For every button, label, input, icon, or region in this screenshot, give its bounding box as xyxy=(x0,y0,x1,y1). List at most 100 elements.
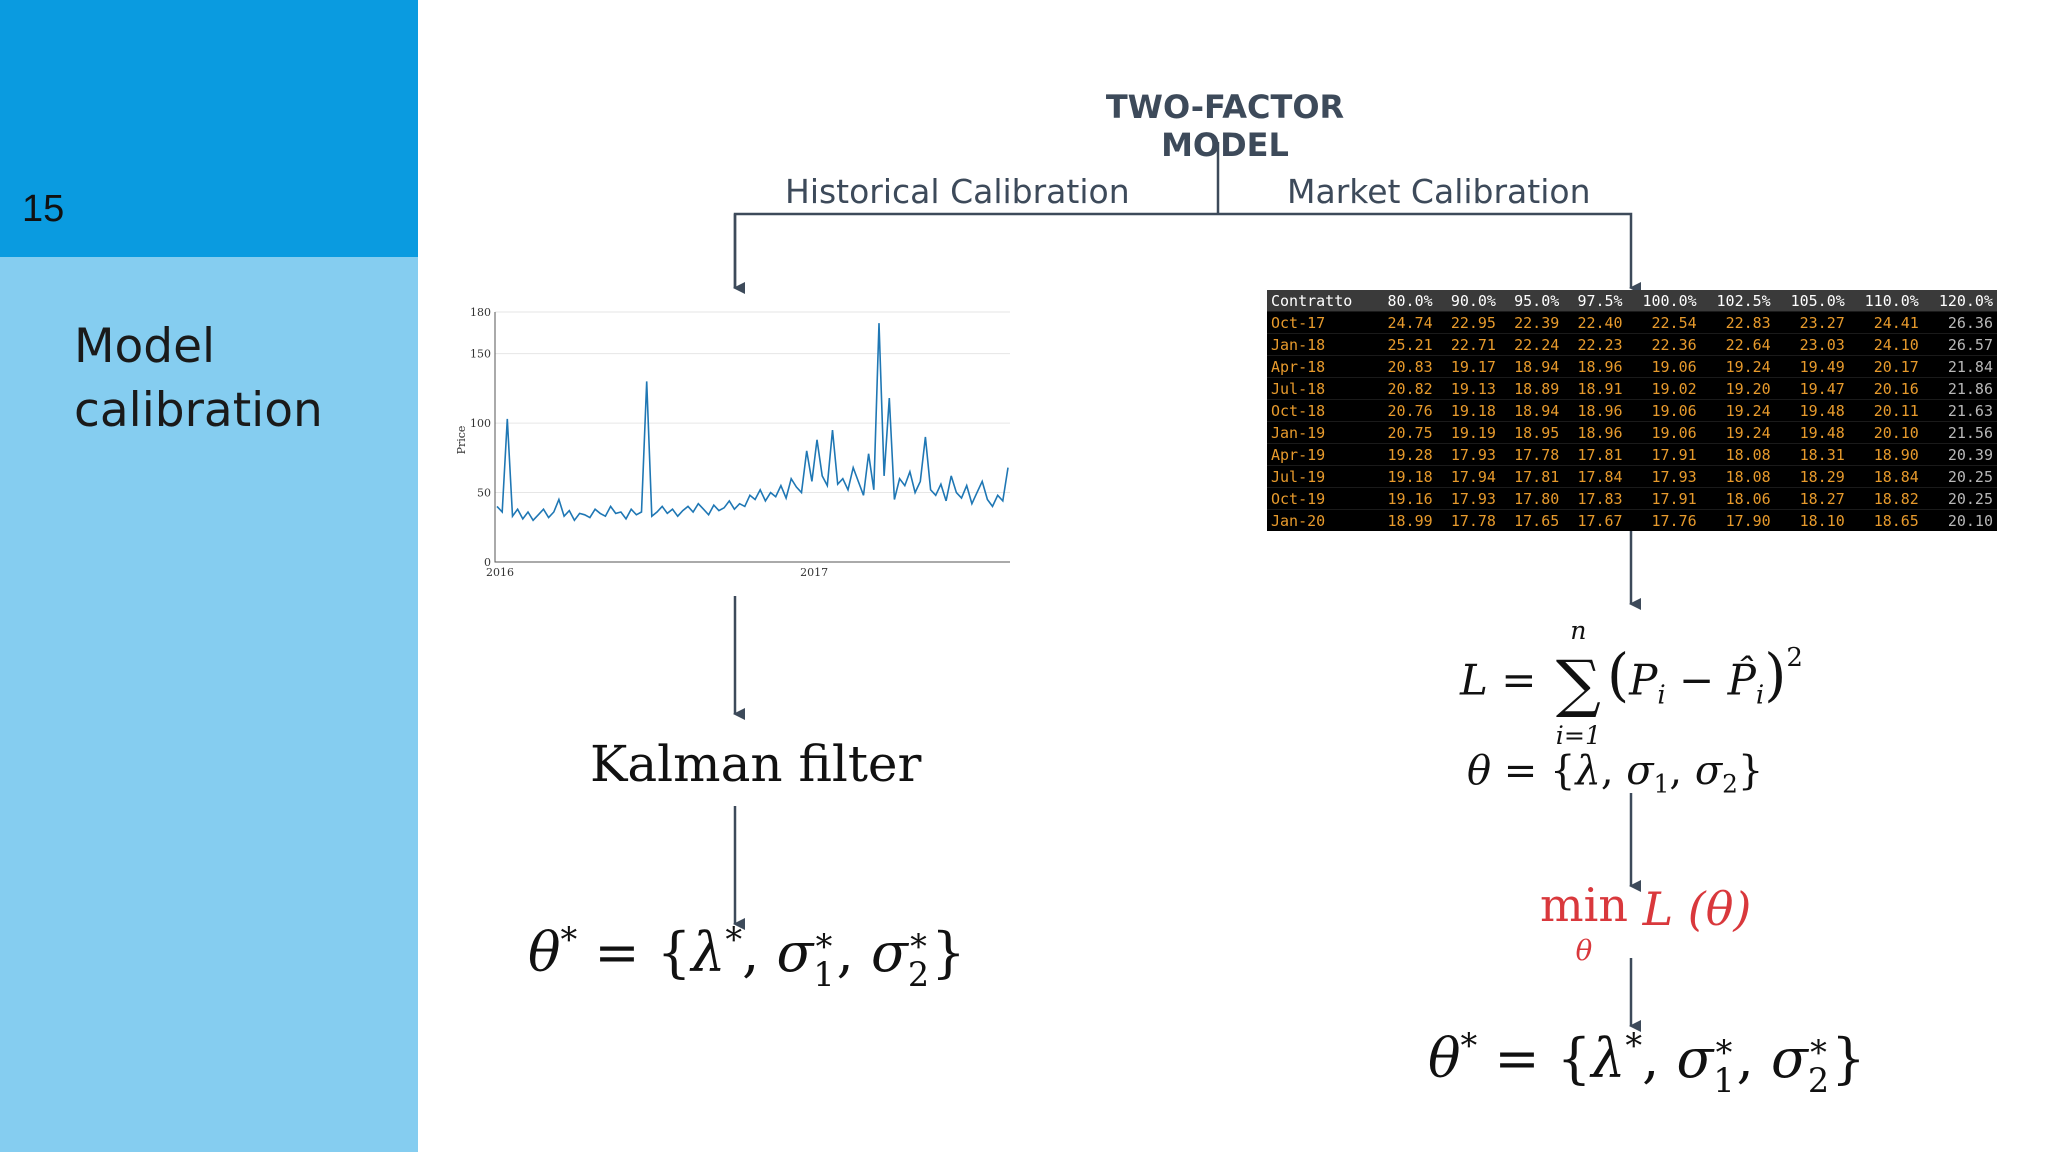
right-paren: ) xyxy=(1764,642,1787,709)
sigma-symbol: σ xyxy=(1771,1027,1808,1091)
sidebar-body xyxy=(0,257,418,1152)
branch-connector xyxy=(733,212,1641,294)
table-cell: 24.10 xyxy=(1848,333,1923,356)
table-header-cell: 95.0% xyxy=(1499,290,1564,312)
table-cell: 20.10 xyxy=(1922,509,1997,531)
table-cell: 18.82 xyxy=(1848,487,1923,510)
star-superscript: * xyxy=(815,926,833,966)
table-cell: 22.71 xyxy=(1436,333,1500,356)
market-calibration-label: Market Calibration xyxy=(1287,172,1591,211)
table-cell: 19.24 xyxy=(1700,421,1775,444)
slide-number: 15 xyxy=(22,188,65,230)
subscript-i: i xyxy=(1755,680,1765,711)
table-cell: 17.78 xyxy=(1436,509,1500,531)
chart-y-tick-label: 100 xyxy=(470,417,491,430)
table-cell: 19.49 xyxy=(1774,355,1849,378)
min-operator: min θ xyxy=(1540,882,1628,974)
table-cell: 22.83 xyxy=(1700,311,1775,334)
table-cell: 18.27 xyxy=(1774,487,1849,510)
comma: , xyxy=(1669,748,1695,794)
table-cell: 17.91 xyxy=(1626,487,1701,510)
chart-ticks: 0 50 100 150 180 2016 2017 xyxy=(470,306,1010,579)
table-cell: 21.56 xyxy=(1922,421,1997,444)
table-cell: 19.06 xyxy=(1626,355,1701,378)
chart-y-tick-label: 150 xyxy=(470,348,491,361)
table-cell: 18.29 xyxy=(1774,465,1849,488)
table-cell: 19.06 xyxy=(1626,421,1701,444)
table-row: Oct-18 20.76 19.18 18.94 18.96 19.06 19.24 19.4… xyxy=(1267,399,1997,422)
table-header-cell: 100.0% xyxy=(1626,290,1701,312)
table-row: Oct-17 24.74 22.95 22.39 22.40 22.54 22.83 23.2… xyxy=(1267,311,1997,334)
table-row: Jul-18 20.82 19.13 18.89 18.91 19.02 19.20 19.4… xyxy=(1267,377,1997,400)
table-cell: 24.41 xyxy=(1848,311,1923,334)
table-cell: 19.17 xyxy=(1436,355,1500,378)
sigma-symbol: σ xyxy=(1626,748,1654,794)
table-cell: 20.10 xyxy=(1848,421,1923,444)
close-brace: } xyxy=(931,921,966,985)
table-cell: 25.21 xyxy=(1373,333,1437,356)
sigma-1-indices: * 1 xyxy=(813,926,834,991)
table-cell: 17.84 xyxy=(1563,465,1627,488)
equals-sign: = xyxy=(1487,655,1550,705)
table-cell: Jan-20 xyxy=(1267,509,1374,531)
min-word: min xyxy=(1540,878,1628,932)
star-superscript: * xyxy=(1625,1026,1643,1065)
table-cell: 19.48 xyxy=(1774,421,1849,444)
optimal-params-market: θ* = {λ*, σ * 1, σ * 2} xyxy=(1428,1026,1866,1098)
table-cell: 17.76 xyxy=(1626,509,1701,531)
table-cell: 26.36 xyxy=(1922,311,1997,334)
table-header-cell: 102.5% xyxy=(1700,290,1775,312)
chart-y-axis-label: Price xyxy=(455,426,468,455)
table-cell: 18.31 xyxy=(1774,443,1849,466)
sigma-1-indices: * 1 xyxy=(1713,1035,1734,1097)
theta-symbol: θ xyxy=(1467,748,1492,794)
sigma-symbol: σ xyxy=(776,921,814,985)
table-cell: 17.83 xyxy=(1563,487,1627,510)
table-cell: Apr-18 xyxy=(1267,355,1374,378)
theta-symbol: θ xyxy=(528,921,561,985)
comma: , xyxy=(1600,748,1627,794)
close-brace: } xyxy=(1737,748,1764,794)
price-series-line xyxy=(496,323,1009,522)
slide-title-line-1: Model xyxy=(74,319,216,374)
star-superscript: * xyxy=(1460,1026,1478,1065)
table-cell: 19.28 xyxy=(1373,443,1437,466)
table-cell: 20.39 xyxy=(1922,443,1997,466)
loss-of-theta: L (θ) xyxy=(1642,882,1752,936)
table-cell: 18.91 xyxy=(1563,377,1627,400)
table-header-cell: 105.0% xyxy=(1774,290,1849,312)
table-cell: 20.11 xyxy=(1848,399,1923,422)
table-cell: Oct-18 xyxy=(1267,399,1374,422)
loss-function: L = n ∑ i=1 (Pi − P̂i)2 xyxy=(1460,610,1803,757)
table-row: Oct-19 19.16 17.93 17.80 17.83 17.91 18.06 18.2… xyxy=(1267,487,1997,510)
table-cell: Jul-18 xyxy=(1267,377,1374,400)
table-cell: 19.06 xyxy=(1626,399,1701,422)
table-header-cell: 97.5% xyxy=(1563,290,1627,312)
close-brace: } xyxy=(1831,1027,1866,1091)
historical-calibration-label: Historical Calibration xyxy=(785,172,1130,211)
comma: , xyxy=(1736,1027,1772,1091)
optimal-params-historical: θ* = {λ*, σ * 1, σ * 2} xyxy=(528,920,966,992)
table-cell: 23.03 xyxy=(1774,333,1849,356)
sigma-2-indices: * 2 xyxy=(908,929,929,991)
table-cell: 23.27 xyxy=(1774,311,1849,334)
table-row: Jan-19 20.75 19.19 18.95 18.96 19.06 19.24 19.4… xyxy=(1267,421,1997,444)
parameter-set: θ = {λ, σ1, σ2} xyxy=(1467,748,1763,799)
chart-y-tick-label: 180 xyxy=(470,306,491,319)
table-cell: 18.96 xyxy=(1563,421,1627,444)
table-cell: Jul-19 xyxy=(1267,465,1374,488)
table-cell: 17.78 xyxy=(1499,443,1564,466)
theta-symbol: θ xyxy=(1428,1027,1461,1091)
chart-axes xyxy=(494,312,1010,563)
table-header-row: Contratto 80.0% 90.0% 95.0% 97.5% 100.0% 102.5… xyxy=(1267,290,1997,312)
table-cell: Jan-19 xyxy=(1267,421,1374,444)
table-cell: 17.91 xyxy=(1626,443,1701,466)
table-cell: 20.75 xyxy=(1373,421,1437,444)
comma: , xyxy=(836,921,872,985)
table-cell: 22.23 xyxy=(1563,333,1627,356)
chart-grid xyxy=(495,311,1010,563)
table-cell: 18.96 xyxy=(1563,355,1627,378)
equals-sign: = xyxy=(577,921,657,985)
table-cell: 21.86 xyxy=(1922,377,1997,400)
table-cell: 19.02 xyxy=(1626,377,1701,400)
